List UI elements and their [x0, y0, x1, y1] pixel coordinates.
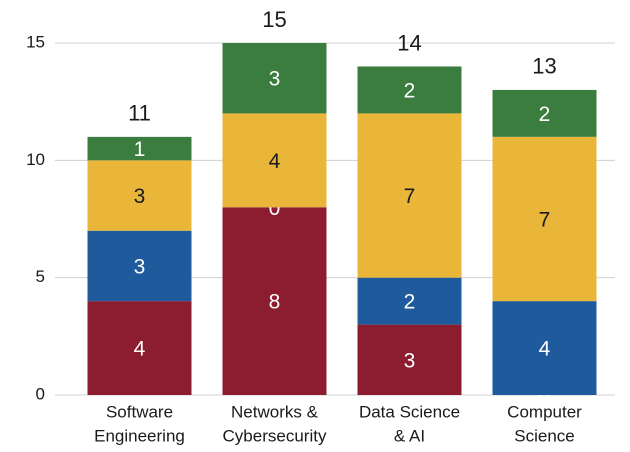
x-tick-label: Science — [514, 426, 574, 445]
segment-label: 3 — [134, 185, 146, 208]
bar-segment — [492, 89, 597, 137]
segment-label: 3 — [134, 255, 146, 278]
bar-segment — [87, 230, 192, 302]
total-label: 11 — [128, 101, 151, 126]
total-label: 14 — [397, 30, 421, 55]
y-tick-label: 15 — [26, 32, 45, 51]
bar-segment — [357, 113, 462, 278]
y-tick-label: 0 — [36, 384, 45, 403]
segment-label: 7 — [539, 209, 551, 232]
x-tick-label: Computer — [507, 402, 582, 421]
bar-segment — [222, 43, 327, 114]
x-tick-label: Engineering — [94, 426, 185, 445]
bar-segment — [87, 301, 192, 395]
bar-segment — [222, 207, 327, 395]
y-tick-label: 10 — [26, 150, 45, 169]
x-tick-label: Data Science — [359, 402, 460, 421]
x-tick-label: & AI — [394, 426, 425, 445]
x-tick-label: Networks & — [231, 402, 319, 421]
segment-label: 4 — [134, 338, 146, 361]
segment-label: 7 — [404, 185, 416, 208]
total-label: 13 — [532, 54, 556, 79]
bar-segment — [87, 160, 192, 231]
bar-segment — [222, 113, 327, 208]
segment-label: 3 — [269, 68, 281, 91]
bar-segment — [357, 277, 462, 325]
segment-label: 4 — [269, 150, 281, 173]
x-tick-label: Software — [106, 402, 173, 421]
bar-segment — [492, 136, 597, 302]
bar-segment — [357, 324, 462, 395]
segment-label: 2 — [404, 291, 416, 314]
bar-segment — [87, 136, 192, 161]
bar-segment — [492, 301, 597, 395]
segment-label: 3 — [404, 349, 416, 372]
segment-label: 2 — [539, 103, 551, 126]
segment-label: 1 — [134, 138, 146, 161]
segment-label: 0 — [539, 385, 551, 408]
y-tick-label: 5 — [36, 267, 45, 286]
bar-segment — [357, 66, 462, 114]
segment-label: 2 — [404, 79, 416, 102]
total-label: 15 — [262, 7, 286, 32]
x-tick-label: Cybersecurity — [223, 426, 327, 445]
segment-label: 8 — [269, 291, 281, 314]
segment-label: 0 — [269, 197, 281, 220]
segment-label: 4 — [539, 338, 551, 361]
